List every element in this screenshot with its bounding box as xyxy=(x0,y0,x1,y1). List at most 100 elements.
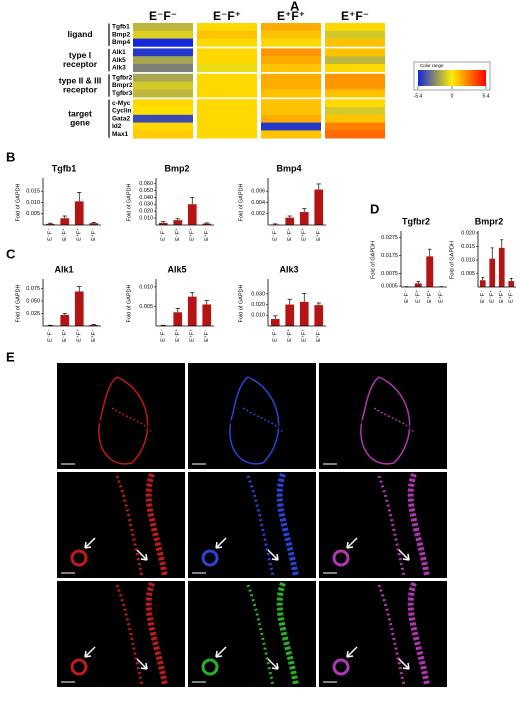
heat-cell xyxy=(197,56,257,65)
x-tick-label: E⁻F⁺ xyxy=(61,329,68,342)
y-tick-label: 0.075 xyxy=(26,286,40,292)
micrograph xyxy=(57,472,185,578)
tissue xyxy=(70,581,168,686)
bar xyxy=(270,319,280,326)
x-tick-label: E⁻F⁻ xyxy=(161,228,167,241)
embryo-inner xyxy=(373,407,415,434)
heat-cell xyxy=(261,48,321,57)
tissue-band xyxy=(246,584,275,686)
y-tick-label: 0.006 xyxy=(251,189,265,195)
micrograph xyxy=(319,472,447,578)
heat-cell xyxy=(197,23,257,32)
y-axis-label: Fold of GAPDH xyxy=(449,241,455,279)
heat-cell xyxy=(197,107,257,116)
y-tick-label: 0.020 xyxy=(139,209,153,215)
arrow xyxy=(215,646,227,658)
bar xyxy=(314,189,324,225)
y-axis-label: Fold of GAPDH xyxy=(238,184,244,222)
vessel xyxy=(332,549,350,567)
micrograph xyxy=(57,581,185,687)
panel-letter: D xyxy=(370,201,379,216)
heat-cell xyxy=(133,64,193,73)
bar xyxy=(299,212,309,225)
y-tick-label: 0.010 xyxy=(26,200,40,206)
x-tick-label: E⁺F⁺ xyxy=(76,228,83,241)
bar xyxy=(508,281,515,287)
heat-cell xyxy=(197,122,257,131)
bar xyxy=(187,204,197,225)
group-label: type II & III xyxy=(59,75,102,85)
vessel xyxy=(332,658,350,676)
heat-cell xyxy=(325,89,385,98)
annotation: PS xyxy=(144,426,154,433)
heat-cell xyxy=(325,73,385,82)
column-header: E⁺F⁺ xyxy=(277,9,305,23)
panel-letter: A xyxy=(290,0,300,13)
heat-cell xyxy=(261,130,321,139)
yolk-sac xyxy=(145,472,168,577)
group-label: receptor xyxy=(63,84,98,94)
y-tick-label: 0.015 xyxy=(461,244,475,250)
chart-title: Alk5 xyxy=(167,264,186,274)
x-tick-label: E⁺F⁺ xyxy=(76,329,83,342)
heat-cell xyxy=(133,23,193,32)
x-tick-label: E⁺F⁻ xyxy=(203,228,210,241)
chart-title: Bmp2 xyxy=(164,163,189,173)
annotation: a xyxy=(97,419,101,426)
x-tick-label: E⁺F⁻ xyxy=(315,329,322,342)
y-tick-label: 0.010 xyxy=(461,257,475,263)
y-tick-label: 0.030 xyxy=(139,202,153,208)
heat-cell xyxy=(325,64,385,73)
heat-cell xyxy=(325,38,385,47)
y-tick-label: 0.025 xyxy=(26,311,40,317)
x-tick-label: E⁺F⁺ xyxy=(189,329,196,342)
vessel xyxy=(70,658,88,676)
annotation: c xyxy=(265,479,269,486)
bar xyxy=(60,218,70,225)
tissue xyxy=(98,376,153,465)
heat-cell xyxy=(197,38,257,47)
yolk-sac xyxy=(276,581,299,686)
row-label: Cyclin D1 xyxy=(112,108,142,115)
chart-title: Bmpr2 xyxy=(475,216,504,226)
annotation: Bl xyxy=(382,517,389,524)
chart-title: Tgfb1 xyxy=(52,163,77,173)
row-label: Bmp4 xyxy=(112,39,130,46)
annotation: VE xyxy=(162,524,172,531)
tissue-band xyxy=(246,475,275,577)
x-tick-label: E⁻F⁺ xyxy=(286,228,293,241)
colorbar xyxy=(418,70,486,86)
annotation: PS xyxy=(275,426,285,433)
arrow xyxy=(84,537,96,549)
annotation: PS xyxy=(406,426,416,433)
arrow xyxy=(398,658,410,670)
y-tick-label: 0.0175 xyxy=(381,253,398,259)
embryo-inner xyxy=(242,407,284,434)
x-tick-label: E⁺F⁻ xyxy=(438,290,445,303)
y-tick-label: 0.040 xyxy=(139,195,153,201)
tissue xyxy=(332,581,430,686)
image-label: pSMAD1/5 xyxy=(60,475,109,486)
yolk-sac xyxy=(145,581,168,686)
x-tick-label: E⁺F⁻ xyxy=(315,228,322,241)
annotation: VE xyxy=(293,648,303,655)
y-tick-label: 0.030 xyxy=(251,291,265,297)
heat-cell xyxy=(325,81,385,90)
yolk-sac xyxy=(407,472,430,577)
vessel xyxy=(201,658,219,676)
row-label: Alk5 xyxy=(112,57,126,64)
heat-cell xyxy=(197,48,257,57)
y-tick-label: 0.0005 xyxy=(381,284,398,290)
row-label: Alk1 xyxy=(112,49,126,56)
x-tick-label: E⁻F⁻ xyxy=(48,329,54,342)
heat-cell xyxy=(261,99,321,108)
y-axis-label: Fold of GAPDH xyxy=(370,241,376,279)
heat-cell xyxy=(133,30,193,39)
heat-cell xyxy=(325,48,385,57)
heat-cell xyxy=(261,30,321,39)
tissue xyxy=(229,376,284,465)
y-axis-label: Fold of GAPDH xyxy=(126,184,132,222)
heat-cell xyxy=(197,30,257,39)
micrograph xyxy=(319,363,447,469)
y-axis-label: Fold of GAPDH xyxy=(15,184,21,222)
